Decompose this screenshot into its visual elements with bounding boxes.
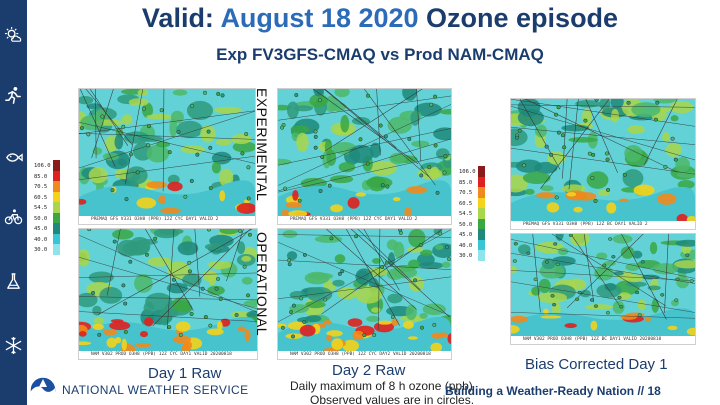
colorbar-level-label: 45.0 — [34, 226, 48, 232]
colorbar-level-label: 70.5 — [459, 190, 473, 196]
colorbar-level: 106.0 — [30, 160, 74, 171]
colorbar-level: 50.0 — [30, 212, 74, 223]
colorbar-swatch — [53, 212, 60, 223]
map-operational-day1: NAM V302 PROD O3H8 (PPB) 12Z CYC DAY1 VA… — [78, 228, 258, 360]
map-experimental-bias-corrected: PREMAQ GFS V331 O3H8 (PPB) 12Z BC DAY1 V… — [510, 98, 696, 230]
colorbar-swatch — [53, 202, 60, 213]
operational-label: OPERATIONAL — [254, 232, 270, 337]
colorbar-right: 106.0 85.0 70.5 60.5 54.5 50.0 45.0 40.0 30.0 — [455, 166, 499, 261]
colorbar-swatch — [53, 160, 60, 171]
colorbar-level-label: 106.0 — [459, 169, 476, 175]
fish-icon — [4, 148, 23, 167]
colorbar-level-label: 85.0 — [34, 173, 48, 180]
colorbar-swatch — [478, 218, 485, 229]
colorbar-swatch — [478, 208, 485, 219]
colorbar-swatch — [53, 181, 60, 192]
colorbar-level-label: 40.0 — [34, 236, 48, 243]
snowflake-icon — [4, 336, 23, 355]
colorbar-level-label: 60.5 — [459, 200, 473, 207]
experimental-label: EXPERIMENTAL — [254, 88, 270, 202]
ozone-map-image — [511, 99, 695, 229]
colorbar-level: 70.5 — [30, 181, 74, 192]
map-operational-day2: NAM V302 PROD O3H8 (PPB) 12Z CYC DAY2 VA… — [277, 228, 452, 360]
colorbar-level: 70.5 — [455, 187, 499, 198]
colorbar-swatch — [478, 187, 485, 198]
ozone-map-image — [511, 234, 695, 344]
colorbar-level: 40.0 — [455, 239, 499, 250]
map-caption: NAM V302 PROD O3H8 (PPB) 12Z BC DAY1 VAL… — [511, 336, 695, 344]
map-caption: PREMAQ GFS V331 O3H8 (PPB) 12Z CYC DAY1 … — [278, 216, 451, 224]
colorbar-level-label: 30.0 — [459, 253, 473, 259]
flask-icon — [4, 272, 23, 291]
agency-name: NATIONAL WEATHER SERVICE — [62, 383, 249, 397]
colorbar-swatch — [53, 170, 60, 181]
colorbar-swatch — [53, 191, 60, 202]
colorbar-level: 45.0 — [455, 229, 499, 240]
map-experimental-day1: PREMAQ GFS V331 O3H8 (PPB) 12Z CYC DAY1 … — [78, 88, 256, 225]
colorbar-level-label: 30.0 — [34, 247, 48, 253]
colorbar-level-label: 50.0 — [459, 221, 473, 228]
day1-label: Day 1 Raw — [148, 365, 222, 382]
bicycle-icon — [4, 208, 23, 227]
ozone-note: Daily maximum of 8 h ozone (ppb) — [290, 379, 473, 393]
observed-note: Observed values are in circles. — [310, 393, 475, 405]
map-experimental-day2: PREMAQ GFS V331 O3H8 (PPB) 12Z CYC DAY1 … — [277, 88, 452, 225]
noaa-logo — [28, 375, 58, 405]
day2-label: Day 2 Raw — [332, 362, 406, 379]
colorbar-level: 50.0 — [455, 218, 499, 229]
colorbar-level: 45.0 — [30, 223, 74, 234]
colorbar-swatch — [478, 197, 485, 208]
colorbar-swatch — [478, 239, 485, 250]
colorbar-level-label: 85.0 — [459, 179, 473, 186]
colorbar-swatch — [53, 223, 60, 234]
colorbar-level: 40.0 — [30, 233, 74, 244]
colorbar-level-label: 50.0 — [34, 215, 48, 222]
ozone-map-image — [79, 89, 255, 224]
colorbar-swatch — [53, 233, 60, 244]
colorbar-left: 106.0 85.0 70.5 60.5 54.5 50.0 45.0 40.0 30.0 — [30, 160, 74, 255]
page-subtitle: Exp FV3GFS-CMAQ vs Prod NAM-CMAQ — [216, 45, 544, 64]
colorbar-level-label: 45.0 — [459, 232, 473, 238]
colorbar-level: 54.5 — [30, 202, 74, 213]
colorbar-level: 106.0 — [455, 166, 499, 177]
colorbar-swatch — [478, 176, 485, 187]
page-title: Valid: August 18 2020 Ozone episode — [141, 3, 619, 33]
colorbar-level: 85.0 — [30, 170, 74, 181]
colorbar-level-label: 106.0 — [34, 163, 51, 169]
colorbar-level: 85.0 — [455, 176, 499, 187]
colorbar-level: 30.0 — [455, 250, 499, 261]
colorbar-level: 60.5 — [30, 191, 74, 202]
map-caption: NAM V302 PROD O3H8 (PPB) 12Z CYC DAY2 VA… — [278, 351, 451, 359]
colorbar-level-label: 54.5 — [459, 211, 473, 217]
map-operational-bias-corrected: NAM V302 PROD O3H8 (PPB) 12Z BC DAY1 VAL… — [510, 233, 696, 345]
colorbar-level-label: 60.5 — [34, 194, 48, 201]
colorbar-level-label: 40.0 — [459, 242, 473, 249]
colorbar-swatch — [478, 250, 485, 261]
colorbar-level: 54.5 — [455, 208, 499, 219]
bias-corrected-label: Bias Corrected Day 1 — [525, 356, 668, 373]
ozone-map-image — [278, 89, 451, 224]
sun-cloud-icon — [4, 26, 23, 45]
colorbar-level-label: 70.5 — [34, 184, 48, 190]
map-caption: PREMAQ GFS V331 O3H8 (PPB) 12Z CYC DAY1 … — [79, 216, 255, 224]
colorbar-level: 30.0 — [30, 244, 74, 255]
runner-icon — [4, 86, 23, 105]
ozone-map-image — [278, 229, 451, 359]
ozone-map-image — [79, 229, 257, 359]
map-caption: PREMAQ GFS V331 O3H8 (PPB) 12Z BC DAY1 V… — [511, 221, 695, 229]
colorbar-swatch — [53, 244, 60, 255]
colorbar-swatch — [478, 229, 485, 240]
colorbar-swatch — [478, 166, 485, 177]
map-caption: NAM V302 PROD O3H8 (PPB) 12Z CYC DAY1 VA… — [79, 351, 257, 359]
footer-tagline: Building a Weather-Ready Nation // 18 — [445, 384, 661, 398]
colorbar-level: 60.5 — [455, 197, 499, 208]
colorbar-level-label: 54.5 — [34, 205, 48, 211]
sidebar — [0, 0, 27, 405]
